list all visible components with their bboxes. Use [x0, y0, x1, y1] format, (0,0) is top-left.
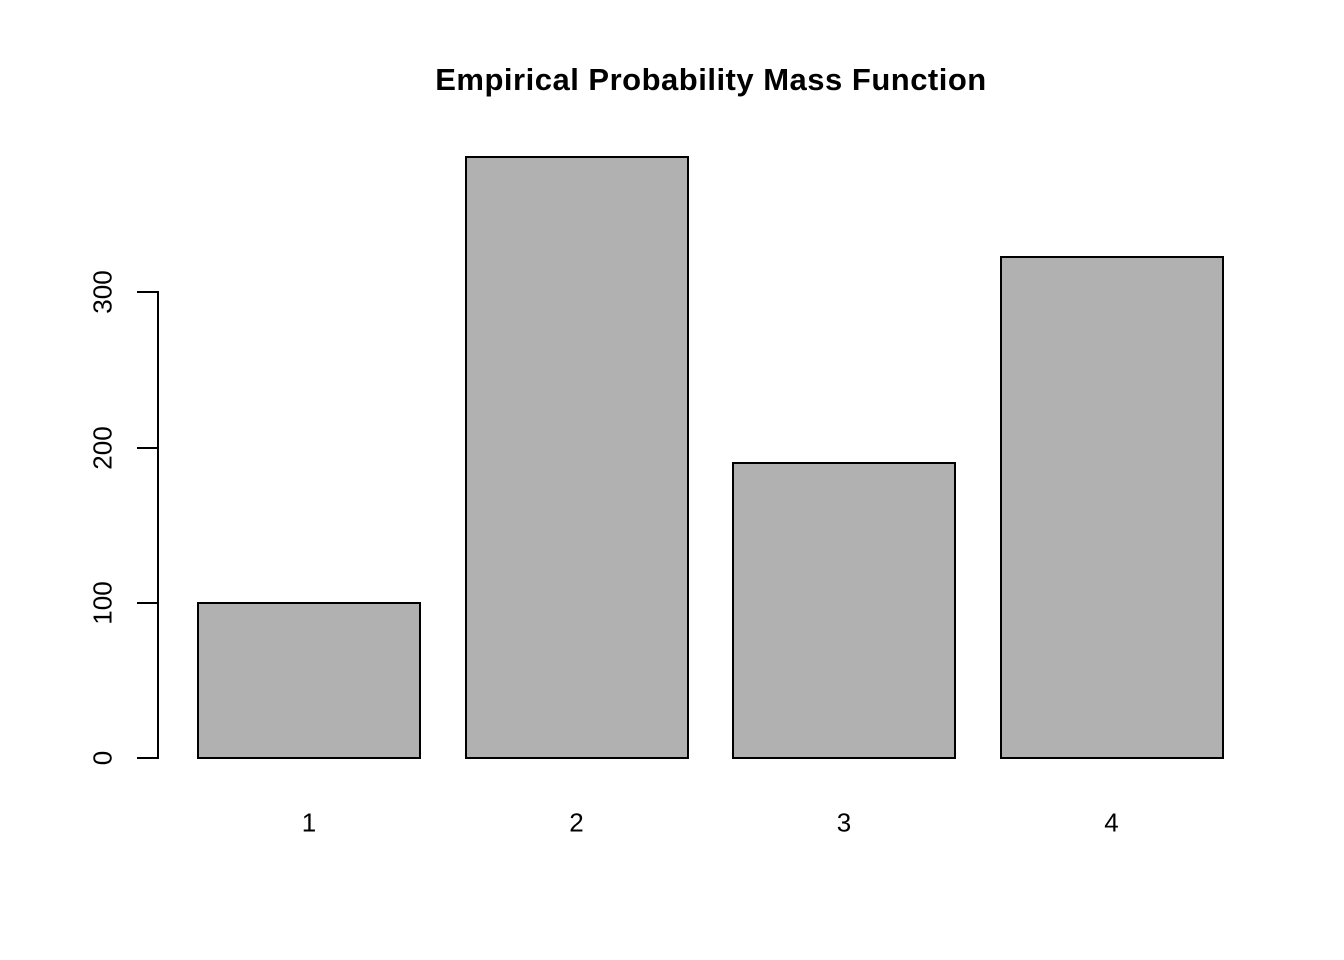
bar: [732, 462, 956, 759]
y-tick-label: 0: [87, 750, 118, 766]
x-tick-label: 3: [836, 807, 852, 838]
bar: [999, 255, 1224, 759]
y-axis-line: [157, 291, 159, 759]
y-tick-label: 300: [87, 270, 118, 315]
y-tick: [137, 446, 157, 449]
bar: [464, 156, 689, 759]
y-tick: [137, 601, 157, 604]
chart-title: Empirical Probability Mass Function: [435, 62, 987, 97]
y-tick-label: 100: [87, 581, 118, 625]
x-tick-label: 2: [569, 807, 584, 838]
x-tick-label: 1: [301, 807, 317, 838]
bar: [197, 601, 421, 759]
y-tick: [137, 291, 157, 294]
y-tick: [137, 757, 157, 759]
x-tick-label: 4: [1104, 807, 1119, 838]
y-tick-label: 200: [87, 425, 118, 470]
